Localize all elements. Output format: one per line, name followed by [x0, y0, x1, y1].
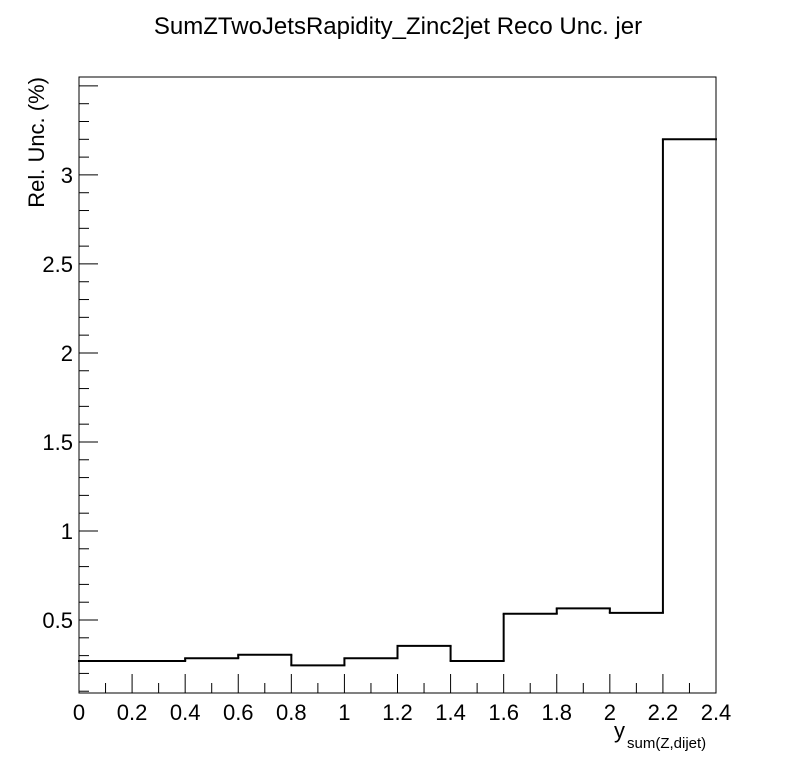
x-tick-label: 2.2 [648, 700, 679, 725]
x-tick-label: 1.8 [541, 700, 572, 725]
histogram-bins [78, 138, 717, 667]
x-tick-label: 0.2 [117, 700, 148, 725]
x-tick-label: 0.4 [170, 700, 201, 725]
x-tick-label: 0.6 [223, 700, 254, 725]
x-tick-label: 1 [338, 700, 350, 725]
y-axis-tick-labels: 0.5 1 1.5 2 2.5 3 [42, 163, 73, 633]
plot-frame [78, 76, 717, 694]
x-axis-title: ysum(Z,dijet) [614, 718, 706, 752]
x-tick-label: 2.4 [701, 700, 732, 725]
y-axis-ticks [79, 85, 98, 692]
y-tick-label: 2 [61, 341, 73, 366]
y-tick-label: 1 [61, 519, 73, 544]
y-tick-label: 3 [61, 163, 73, 188]
y-axis-title: Rel. Unc. (%) [24, 77, 49, 208]
chart-title: SumZTwoJetsRapidity_Zinc2jet Reco Unc. j… [154, 13, 642, 40]
x-tick-label: 0.8 [276, 700, 307, 725]
x-tick-label: 1.6 [488, 700, 519, 725]
y-tick-label: 0.5 [42, 608, 73, 633]
y-tick-label: 2.5 [42, 252, 73, 277]
x-tick-label: 1.2 [382, 700, 413, 725]
x-axis-title-main: y [614, 718, 625, 743]
x-axis-ticks [78, 674, 717, 693]
x-tick-label: 0 [73, 700, 85, 725]
x-axis-tick-labels: 0 0.2 0.4 0.6 0.8 1 1.2 1.4 1.6 1.8 2 2.2 2.4 [73, 700, 731, 725]
x-tick-label: 2 [604, 700, 616, 725]
x-tick-label: 1.4 [435, 700, 466, 725]
x-axis-title-subscript: sum(Z,dijet) [627, 735, 706, 752]
y-tick-label: 1.5 [42, 430, 73, 455]
